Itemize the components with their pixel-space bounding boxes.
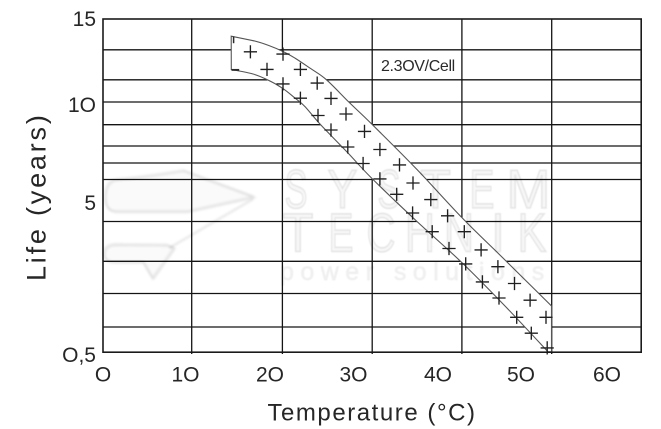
svg-text:S: S — [378, 158, 401, 220]
svg-text:Y: Y — [328, 158, 358, 220]
svg-text:M: M — [507, 158, 551, 220]
svg-text:N: N — [444, 202, 474, 264]
svg-text:I: I — [491, 202, 505, 264]
svg-text:2O: 2O — [256, 364, 284, 387]
svg-text:6O: 6O — [593, 364, 621, 387]
svg-text:H: H — [405, 202, 435, 264]
svg-text:1O: 1O — [68, 94, 96, 117]
svg-text:15: 15 — [73, 8, 96, 31]
svg-text:O: O — [95, 364, 111, 387]
svg-text:2.3OV/Cell: 2.3OV/Cell — [381, 58, 455, 75]
svg-text:Life (years): Life (years) — [22, 112, 52, 281]
svg-text:E: E — [329, 202, 354, 264]
svg-text:4O: 4O — [424, 364, 452, 387]
svg-text:5: 5 — [84, 192, 96, 215]
svg-text:K: K — [518, 202, 547, 264]
svg-text:E: E — [470, 158, 495, 220]
svg-text:Temperature (°C): Temperature (°C) — [267, 400, 476, 427]
svg-text:3O: 3O — [339, 364, 367, 387]
svg-text:T: T — [420, 158, 451, 220]
svg-text:5O: 5O — [507, 364, 535, 387]
svg-text:O,5: O,5 — [62, 344, 96, 367]
svg-text:power solutions: power solutions — [280, 258, 551, 286]
svg-text:C: C — [367, 202, 396, 264]
svg-text:T: T — [283, 202, 314, 264]
svg-text:1O: 1O — [171, 364, 199, 387]
svg-text:S: S — [285, 158, 308, 220]
